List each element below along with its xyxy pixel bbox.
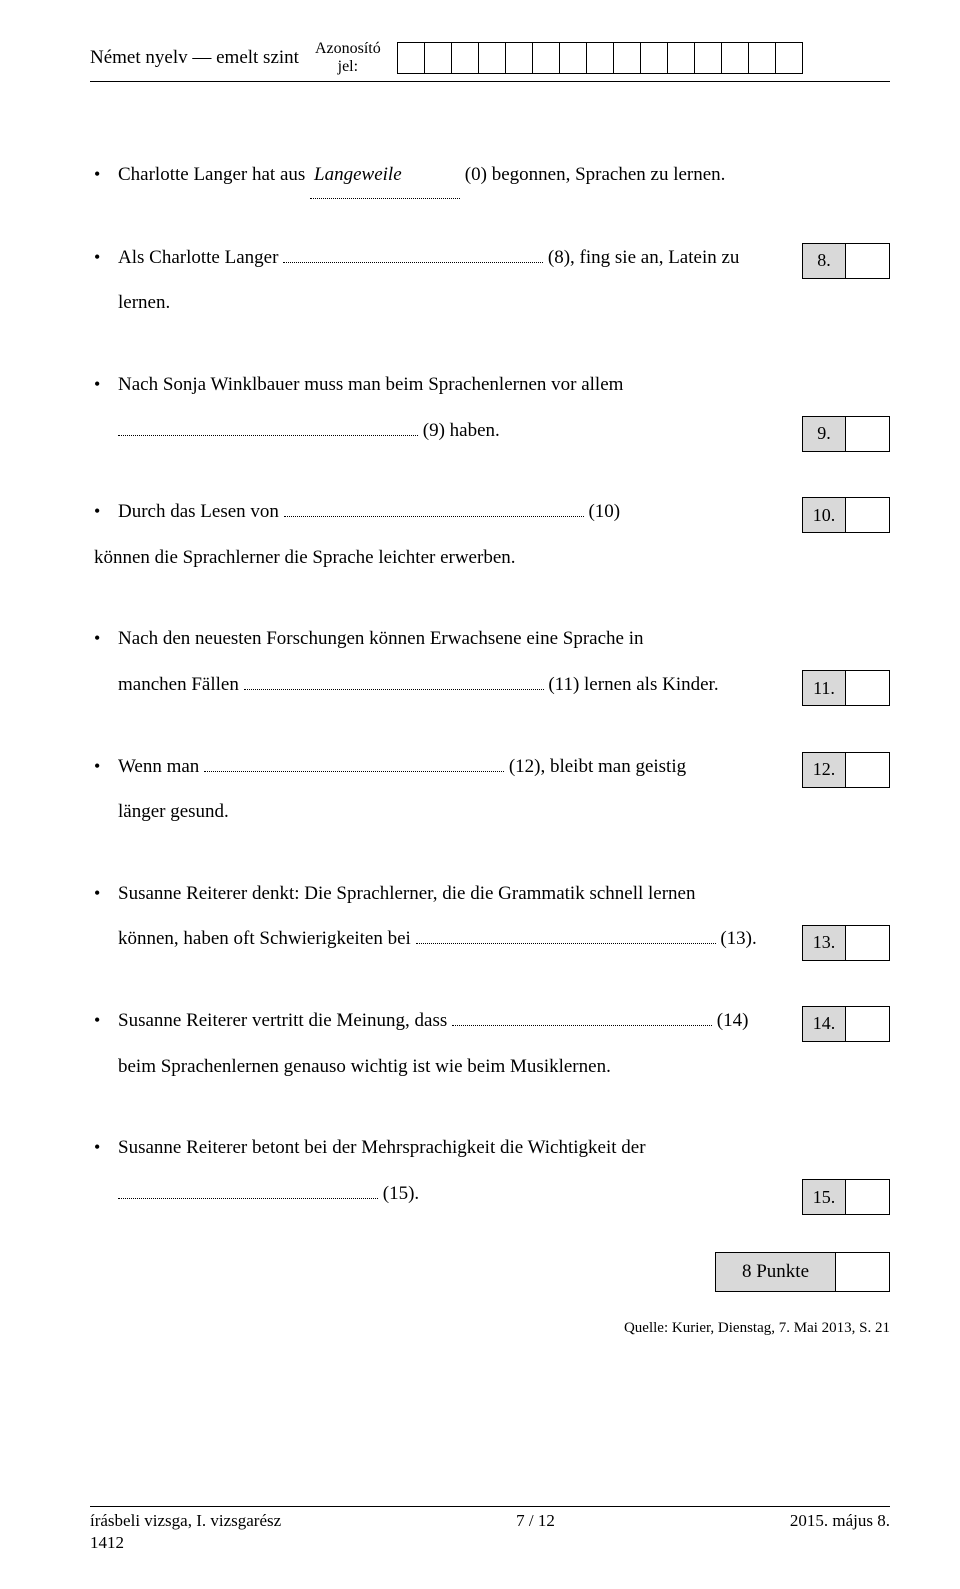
score-box: 12. [802,752,890,788]
question-item: Charlotte Langer hat aus Langeweile (0) … [90,152,890,199]
total-points-label: 8 Punkte [715,1252,836,1292]
id-cell[interactable] [667,42,695,74]
score-blank[interactable] [846,497,890,533]
id-cell[interactable] [505,42,533,74]
score-box: 9. [802,416,890,452]
answer-blank[interactable] [244,673,544,690]
id-cell[interactable] [721,42,749,74]
header-id-label: Azonosító jel: [315,40,381,75]
id-cell[interactable] [424,42,452,74]
id-cell[interactable] [397,42,425,74]
score-blank[interactable] [846,416,890,452]
header-rule [90,81,890,82]
id-cell[interactable] [451,42,479,74]
bullet-icon [90,1125,118,1171]
total-points-row: 8 Punkte [90,1252,890,1292]
content: Charlotte Langer hat aus Langeweile (0) … [90,152,890,1337]
bullet-icon [90,744,118,790]
page: Német nyelv — emelt szint Azonosító jel:… [0,0,960,1589]
answer-blank[interactable] [283,246,543,263]
answer-blank[interactable] [204,754,504,771]
question-item: Nach Sonja Winklbauer muss man beim Spra… [90,362,890,453]
score-number: 13. [802,925,846,961]
question-item: Durch das Lesen von (10) können die Spra… [90,489,890,580]
id-cell[interactable] [478,42,506,74]
example-answer: Langeweile [310,152,460,199]
score-blank[interactable] [846,1179,890,1215]
bullet-icon [90,362,118,408]
score-box: 14. [802,1006,890,1042]
answer-blank[interactable] [118,418,418,435]
id-grid [397,42,803,74]
question-item: Als Charlotte Langer (8), fing sie an, L… [90,235,890,326]
footer-code: 1412 [90,1533,890,1553]
bullet-icon [90,235,118,281]
id-cell[interactable] [586,42,614,74]
footer-left: írásbeli vizsga, I. vizsgarész [90,1511,281,1531]
score-box: 11. [802,670,890,706]
total-points-blank[interactable] [836,1252,890,1292]
question-item: Susanne Reiterer denkt: Die Sprachlerner… [90,871,890,962]
bullet-icon [90,489,118,535]
score-number: 14. [802,1006,846,1042]
score-blank[interactable] [846,752,890,788]
bullet-icon [90,871,118,917]
question-item: Susanne Reiterer vertritt die Meinung, d… [90,998,890,1089]
source-citation: Quelle: Kurier, Dienstag, 7. Mai 2013, S… [90,1320,890,1337]
bullet-icon [90,152,118,198]
total-points-box: 8 Punkte [715,1252,890,1292]
id-cell[interactable] [775,42,803,74]
score-blank[interactable] [846,670,890,706]
score-blank[interactable] [846,1006,890,1042]
question-item: Wenn man (12), bleibt man geistig länger… [90,744,890,835]
id-cell[interactable] [559,42,587,74]
question-item: Susanne Reiterer betont bei der Mehrspra… [90,1125,890,1216]
footer-page-number: 7 / 12 [516,1511,555,1531]
footer-date: 2015. május 8. [790,1511,890,1531]
bullet-icon [90,998,118,1044]
id-cell[interactable] [748,42,776,74]
id-cell[interactable] [694,42,722,74]
score-box: 10. [802,497,890,533]
answer-blank[interactable] [118,1182,378,1199]
id-cell[interactable] [532,42,560,74]
score-blank[interactable] [846,925,890,961]
header-subject: Német nyelv — emelt szint [90,47,299,69]
score-box: 13. [802,925,890,961]
bullet-icon [90,616,118,662]
score-blank[interactable] [846,243,890,279]
score-box: 8. [802,243,890,279]
footer-rule [90,1506,890,1507]
score-number: 8. [802,243,846,279]
answer-blank[interactable] [452,1009,712,1026]
score-number: 11. [802,670,846,706]
score-number: 12. [802,752,846,788]
page-header: Német nyelv — emelt szint Azonosító jel: [90,40,890,75]
score-box: 15. [802,1179,890,1215]
score-number: 15. [802,1179,846,1215]
answer-blank[interactable] [416,927,716,944]
score-number: 9. [802,416,846,452]
score-number: 10. [802,497,846,533]
id-cell[interactable] [640,42,668,74]
question-item: Nach den neuesten Forschungen können Erw… [90,616,890,707]
id-cell[interactable] [613,42,641,74]
answer-blank[interactable] [284,500,584,517]
page-footer: írásbeli vizsga, I. vizsgarész 7 / 12 20… [90,1506,890,1553]
